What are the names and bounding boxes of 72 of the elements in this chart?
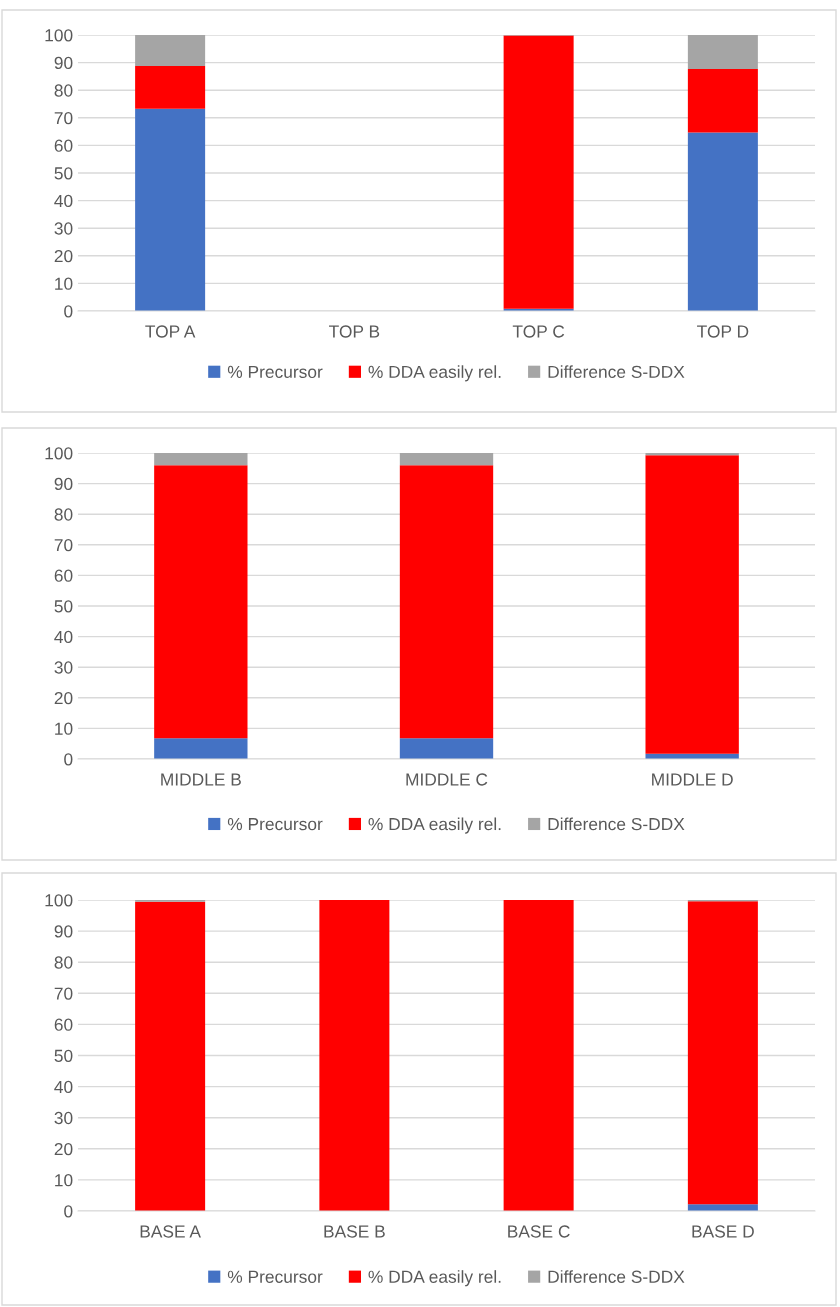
y-tick-label: 10	[55, 722, 73, 735]
y-tick-label: 90	[54, 925, 73, 938]
x-tick-label: MIDDLE D	[652, 773, 733, 786]
y-tick-label: 60	[54, 569, 73, 582]
y-tick-label: 60	[54, 1018, 73, 1031]
bar	[154, 465, 248, 739]
y-tick-label: 90	[54, 56, 73, 70]
bar	[687, 35, 758, 69]
y-tick-label: 0	[64, 305, 73, 318]
bar	[135, 901, 206, 1211]
bar	[399, 453, 494, 466]
y-tick-label: 90	[54, 477, 73, 491]
legend-label: % DDA easily rel.	[368, 365, 501, 382]
bar	[399, 465, 494, 739]
bar	[687, 68, 758, 133]
y-tick-label: 20	[54, 1142, 73, 1156]
y-tick-label: 20	[54, 249, 73, 263]
y-tick-label: 30	[54, 661, 73, 674]
y-tick-label: 10	[55, 277, 73, 290]
bar	[503, 900, 574, 1211]
x-tick-label: MIDDLE C	[406, 773, 488, 786]
x-tick-label: BASE C	[508, 1225, 570, 1238]
x-tick-label: TOP B	[329, 325, 380, 338]
x-tick-label: TOP A	[145, 325, 196, 338]
y-tick-label: 40	[54, 1080, 73, 1094]
bar	[319, 900, 390, 1211]
y-tick-label: 100	[45, 447, 73, 460]
y-tick-label: 100	[45, 894, 73, 907]
legend-label: % Precursor	[227, 365, 323, 379]
y-tick-label: 20	[54, 691, 73, 705]
x-tick-label: BASE D	[692, 1225, 754, 1238]
y-tick-label: 40	[54, 194, 73, 208]
x-tick-label: BASE B	[324, 1225, 385, 1238]
bar	[687, 901, 758, 1205]
legend-label: Difference S-DDX	[548, 365, 685, 379]
bar	[135, 108, 206, 311]
bar	[645, 453, 739, 456]
x-tick-label: MIDDLE B	[161, 773, 241, 786]
y-tick-label: 80	[54, 508, 73, 521]
y-tick-label: 0	[64, 1205, 73, 1218]
y-tick-label: 0	[64, 753, 73, 766]
y-tick-label: 50	[54, 600, 73, 613]
bar	[399, 738, 494, 759]
bar	[135, 35, 206, 66]
bar	[503, 35, 574, 309]
y-tick-label: 70	[54, 111, 73, 125]
y-tick-label: 70	[54, 987, 73, 1000]
x-tick-label: BASE A	[140, 1225, 201, 1238]
bar	[645, 455, 739, 754]
legend-label: % Precursor	[227, 1270, 323, 1283]
y-tick-label: 100	[45, 29, 73, 42]
x-tick-label: TOP D	[697, 325, 749, 338]
legend-label: Difference S-DDX	[548, 817, 685, 831]
bar	[687, 132, 758, 311]
bar	[135, 65, 206, 109]
legend-label: Difference S-DDX	[548, 1270, 685, 1283]
legend-label: % Precursor	[227, 818, 323, 831]
x-tick-label: TOP C	[512, 325, 565, 338]
y-tick-label: 60	[54, 139, 73, 152]
y-tick-label: 30	[54, 222, 73, 235]
bar	[154, 453, 248, 466]
y-tick-label: 70	[54, 538, 73, 552]
y-tick-label: 50	[54, 1049, 73, 1062]
y-tick-label: 40	[54, 630, 73, 644]
y-tick-label: 50	[54, 167, 73, 180]
y-tick-label: 30	[54, 1111, 73, 1125]
y-tick-label: 80	[54, 956, 73, 969]
bar	[154, 738, 248, 759]
legend-label: % DDA easily rel.	[368, 817, 501, 834]
legend-label: % DDA easily rel.	[368, 1270, 501, 1287]
y-tick-label: 80	[54, 84, 73, 97]
y-tick-label: 10	[55, 1174, 73, 1187]
